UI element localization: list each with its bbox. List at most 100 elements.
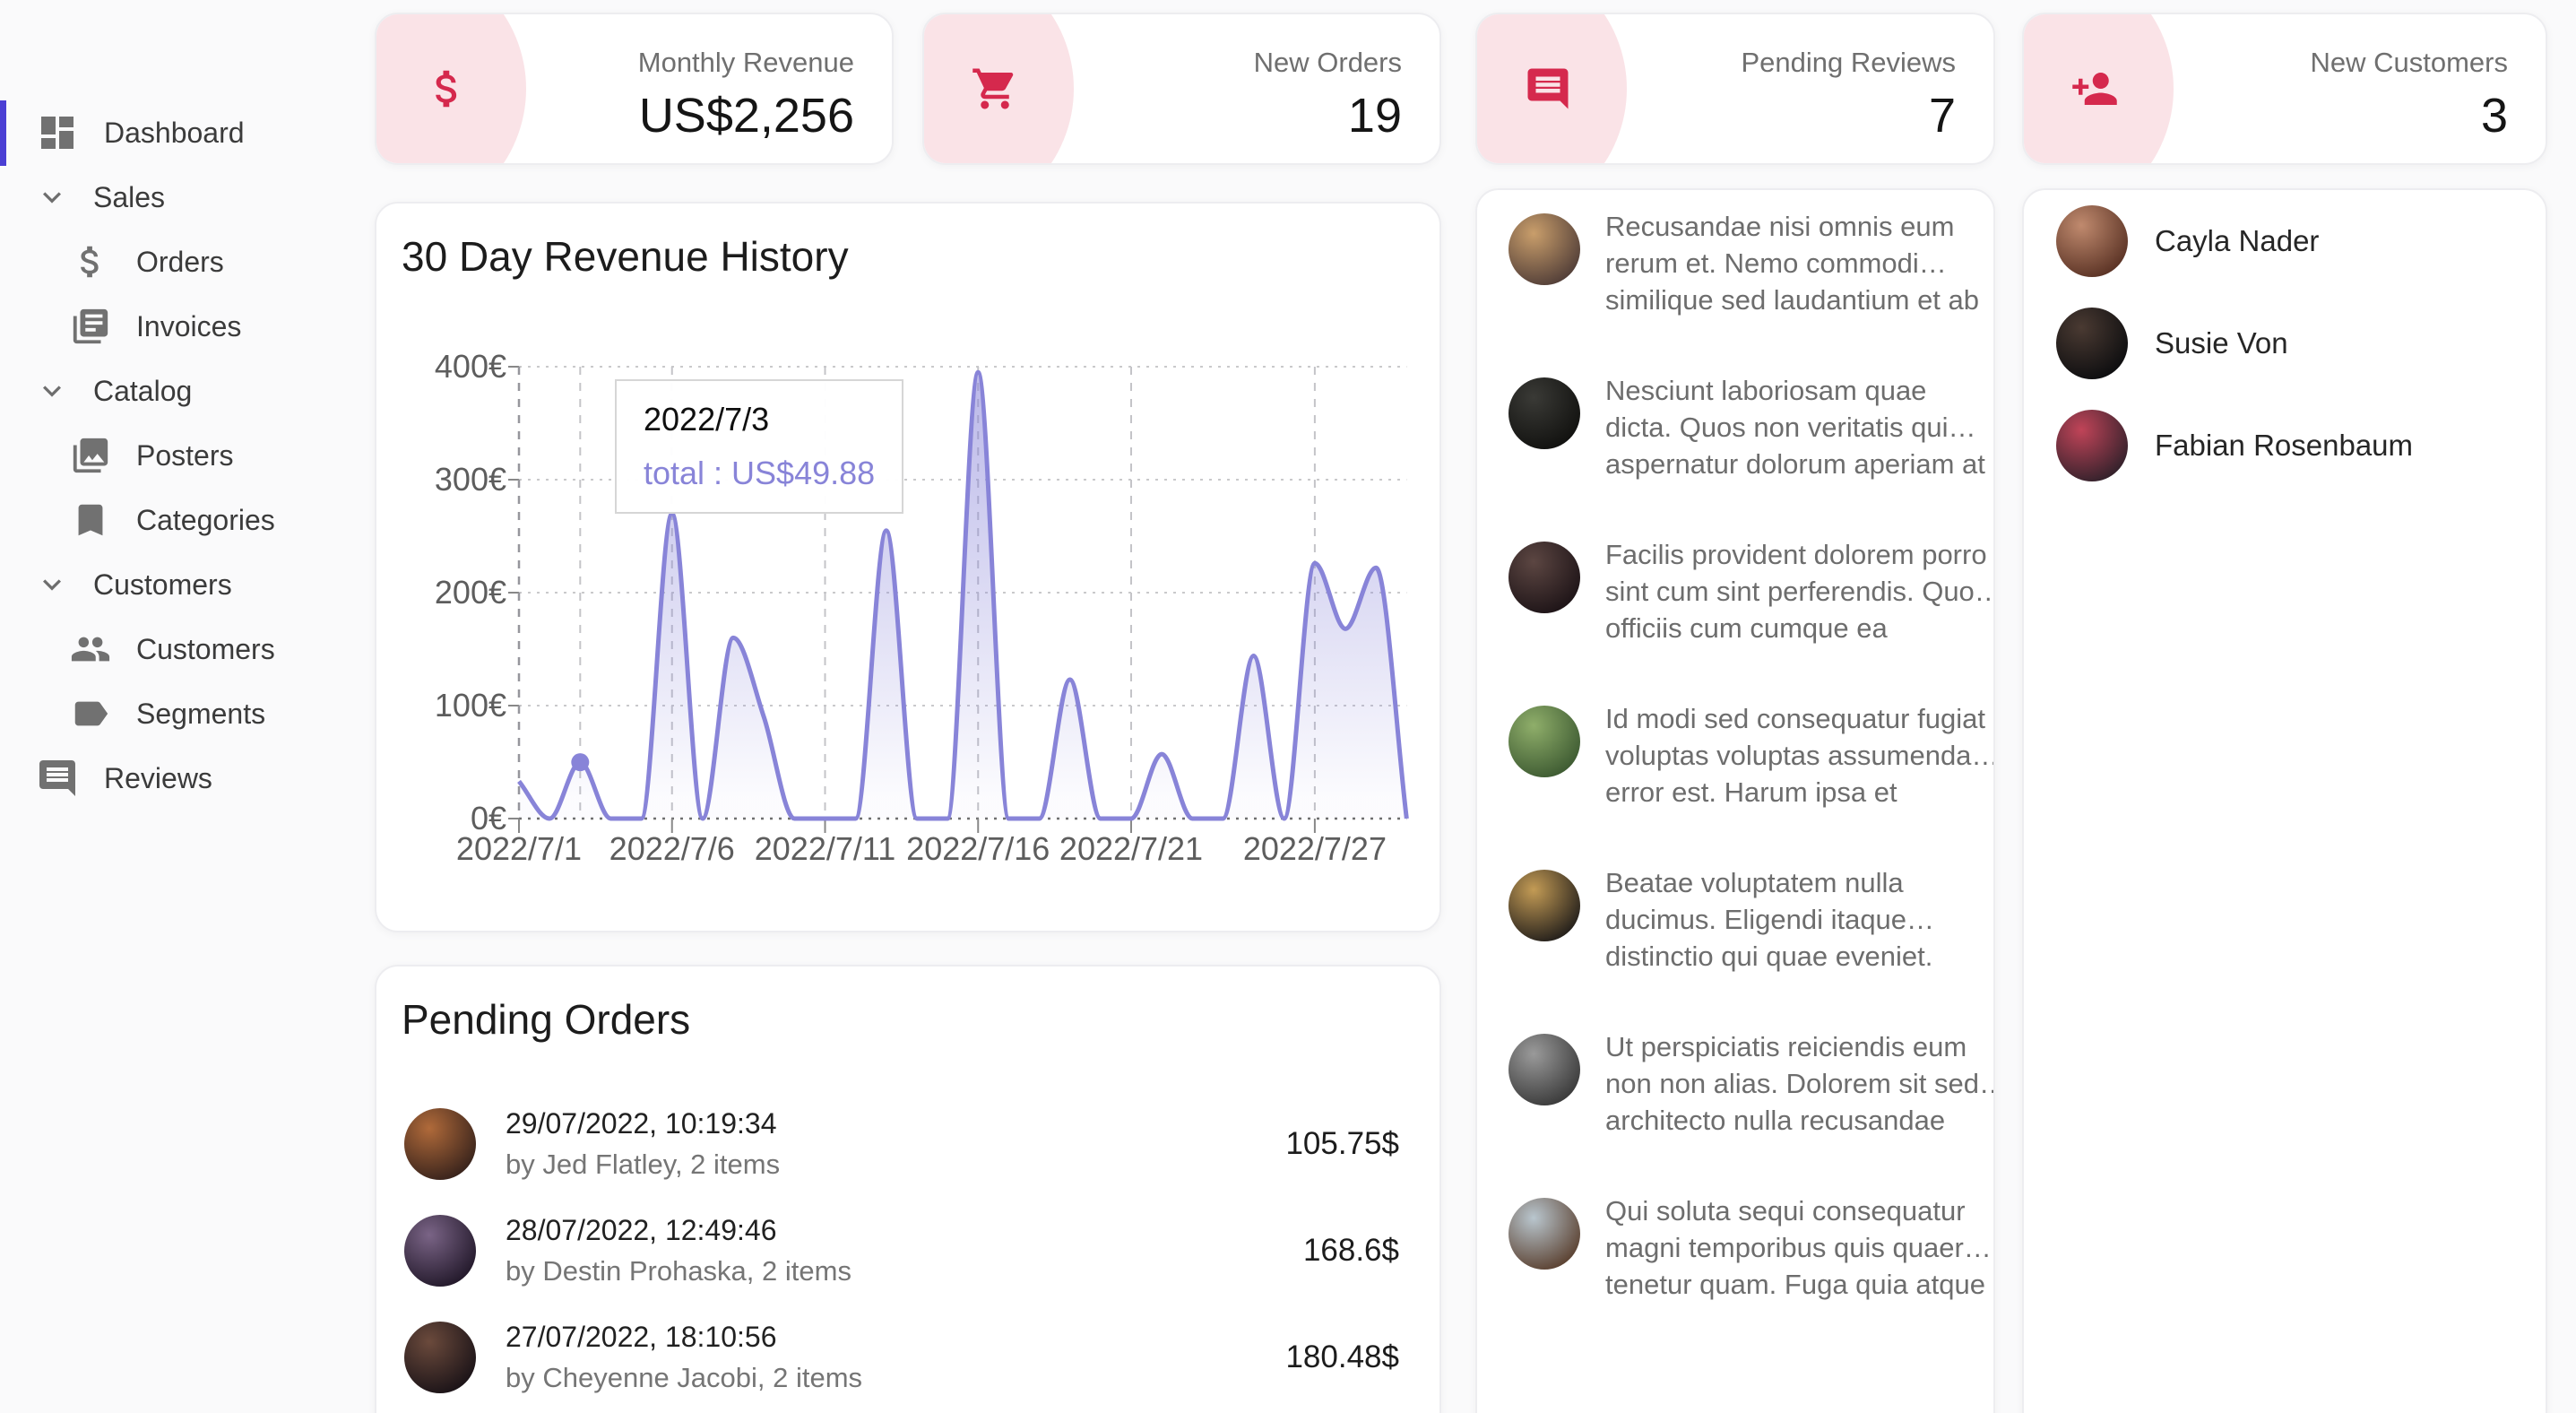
sidebar-section-catalog[interactable]: Catalog [0, 359, 375, 423]
avatar [1508, 377, 1580, 449]
review-line: Id modi sed consequatur fugiat [1605, 703, 1985, 734]
avatar [1508, 213, 1580, 285]
order-row[interactable]: 27/07/2022, 18:10:56 by Cheyenne Jacobi,… [376, 1304, 1439, 1410]
sidebar-item-customers[interactable]: Customers [0, 617, 375, 681]
new-customers-list-panel: Cayla Nader Susie Von Fabian Rosenbaum [2022, 188, 2547, 1413]
new-customers-card[interactable]: New Customers 3 [2022, 13, 2547, 165]
review-line: rerum et. Nemo commodi… [1605, 247, 1947, 279]
sidebar-item-dashboard[interactable]: Dashboard [0, 100, 375, 165]
order-row[interactable]: 28/07/2022, 12:49:46 by Destin Prohaska,… [376, 1197, 1439, 1304]
svg-text:300€: 300€ [435, 461, 506, 498]
review-line: aspernatur dolorum aperiam at [1605, 448, 1985, 480]
order-datetime: 29/07/2022, 10:19:34 [506, 1106, 777, 1140]
sidebar-section-customers[interactable]: Customers [0, 552, 375, 617]
sidebar-section-label: Sales [93, 180, 166, 213]
review-line: similique sed laudantium et ab [1605, 284, 1980, 316]
pending-reviews-list-panel: Recusandae nisi omnis eum rerum et. Nemo… [1475, 188, 1995, 1413]
dollar-icon [423, 65, 471, 113]
order-customer: by Jed Flatley, 2 items [506, 1148, 781, 1180]
pending-reviews-list: Recusandae nisi omnis eum rerum et. Nemo… [1477, 190, 1993, 1339]
avatar [2056, 308, 2128, 379]
order-customer: by Destin Prohaska, 2 items [506, 1254, 851, 1287]
comment-icon [1524, 65, 1572, 113]
revenue-area-chart: 0€ 100€ 200€ 300€ 400€ 2022/7/1 2022/7/6 2022/7… [435, 348, 1409, 867]
cart-icon [971, 65, 1019, 113]
customer-row[interactable]: Fabian Rosenbaum [2024, 394, 2546, 497]
sidebar-section-sales[interactable]: Sales [0, 165, 375, 230]
sidebar-item-label: Segments [136, 697, 266, 730]
avatar [404, 1107, 476, 1180]
sidebar-item-categories[interactable]: Categories [0, 488, 375, 552]
tooltip-date: 2022/7/3 [644, 401, 770, 438]
invoices-icon [70, 306, 111, 347]
card-value: 3 [2480, 89, 2508, 143]
review-line: Recusandae nisi omnis eum [1605, 211, 1955, 242]
review-item[interactable]: Facilis provident dolorem porro sint cum… [1477, 518, 1993, 682]
review-line: tenetur quam. Fuga quia atque [1605, 1269, 1985, 1300]
svg-text:2022/7/16: 2022/7/16 [906, 830, 1050, 867]
chart-tooltip: 2022/7/3 total : US$49.88 [615, 379, 904, 514]
sidebar-item-orders[interactable]: Orders [0, 230, 375, 294]
review-line: Qui soluta sequi consequatur [1605, 1195, 1966, 1227]
card-label: New Customers [2310, 47, 2509, 78]
sidebar-item-segments[interactable]: Segments [0, 681, 375, 746]
review-item[interactable]: Beatae voluptatem nulla ducimus. Eligend… [1477, 846, 1993, 1010]
review-item[interactable]: Ut perspiciatis reiciendis eum non non a… [1477, 1010, 1993, 1175]
avatar [404, 1214, 476, 1287]
chevron-down-icon [34, 567, 70, 602]
review-line: ducimus. Eligendi itaque… [1605, 904, 1935, 935]
pending-reviews-card[interactable]: Pending Reviews 7 [1475, 13, 1995, 165]
review-item[interactable]: Recusandae nisi omnis eum rerum et. Nemo… [1477, 190, 1993, 354]
svg-text:100€: 100€ [435, 687, 506, 724]
review-line: Facilis provident dolorem porro [1605, 539, 1987, 570]
customer-name: Susie Von [2155, 326, 2288, 360]
customer-row[interactable]: Cayla Nader [2024, 190, 2546, 292]
review-line: voluptas voluptas assumenda… [1605, 740, 1995, 771]
review-line: magni temporibus quis quaer… [1605, 1232, 1992, 1263]
card-decoration [2024, 14, 2174, 163]
pending-orders-title: Pending Orders [402, 996, 691, 1043]
review-line: architecto nulla recusandae [1605, 1105, 1946, 1136]
avatar [1508, 1198, 1580, 1270]
sidebar-item-posters[interactable]: Posters [0, 423, 375, 488]
new-customers-list: Cayla Nader Susie Von Fabian Rosenbaum [2024, 190, 2546, 497]
sidebar-item-label: Dashboard [104, 116, 245, 149]
order-row[interactable]: 29/07/2022, 10:19:34 by Jed Flatley, 2 i… [376, 1090, 1439, 1197]
customer-name: Cayla Nader [2155, 224, 2320, 257]
review-item[interactable]: Id modi sed consequatur fugiat voluptas … [1477, 682, 1993, 846]
sidebar-item-label: Posters [136, 438, 234, 472]
card-value: 7 [1928, 89, 1956, 143]
sidebar-item-invoices[interactable]: Invoices [0, 294, 375, 359]
card-value: US$2,256 [638, 89, 854, 143]
customer-row[interactable]: Susie Von [2024, 292, 2546, 394]
review-item[interactable]: Qui soluta sequi consequatur magni tempo… [1477, 1175, 1993, 1339]
card-label: New Orders [1253, 47, 1402, 78]
sidebar-item-reviews[interactable]: Reviews [0, 746, 375, 811]
chevron-down-icon [34, 179, 70, 215]
active-item-indicator [0, 100, 6, 166]
svg-text:200€: 200€ [435, 574, 506, 611]
review-line: sint cum sint perferendis. Quo… [1605, 576, 1995, 607]
dollar-icon [70, 241, 111, 282]
revenue-history-panel: 30 Day Revenue History 0€ 100€ 200€ 300€ 400… [375, 202, 1441, 932]
svg-text:2022/7/21: 2022/7/21 [1059, 830, 1203, 867]
sidebar-item-label: Orders [136, 245, 224, 278]
pending-orders-list: 29/07/2022, 10:19:34 by Jed Flatley, 2 i… [376, 1090, 1439, 1410]
person-add-icon [2070, 65, 2119, 113]
sidebar-item-label: Reviews [104, 761, 212, 794]
sidebar-section-label: Customers [93, 568, 232, 601]
order-datetime: 27/07/2022, 18:10:56 [506, 1320, 777, 1353]
svg-text:0€: 0€ [471, 800, 506, 837]
review-line: Beatae voluptatem nulla [1605, 867, 1904, 898]
review-item[interactable]: Nesciunt laboriosam quae dicta. Quos non… [1477, 354, 1993, 518]
monthly-revenue-card[interactable]: Monthly Revenue US$2,256 [375, 13, 894, 165]
sidebar: Dashboard Sales Orders Invoices Catalog … [0, 0, 375, 1413]
new-orders-card[interactable]: New Orders 19 [922, 13, 1441, 165]
svg-text:2022/7/6: 2022/7/6 [609, 830, 735, 867]
avatar [2056, 205, 2128, 277]
svg-text:400€: 400€ [435, 348, 506, 385]
avatar [1508, 870, 1580, 941]
chart-title: 30 Day Revenue History [402, 233, 849, 280]
review-line: non non alias. Dolorem sit sed… [1605, 1068, 1995, 1099]
